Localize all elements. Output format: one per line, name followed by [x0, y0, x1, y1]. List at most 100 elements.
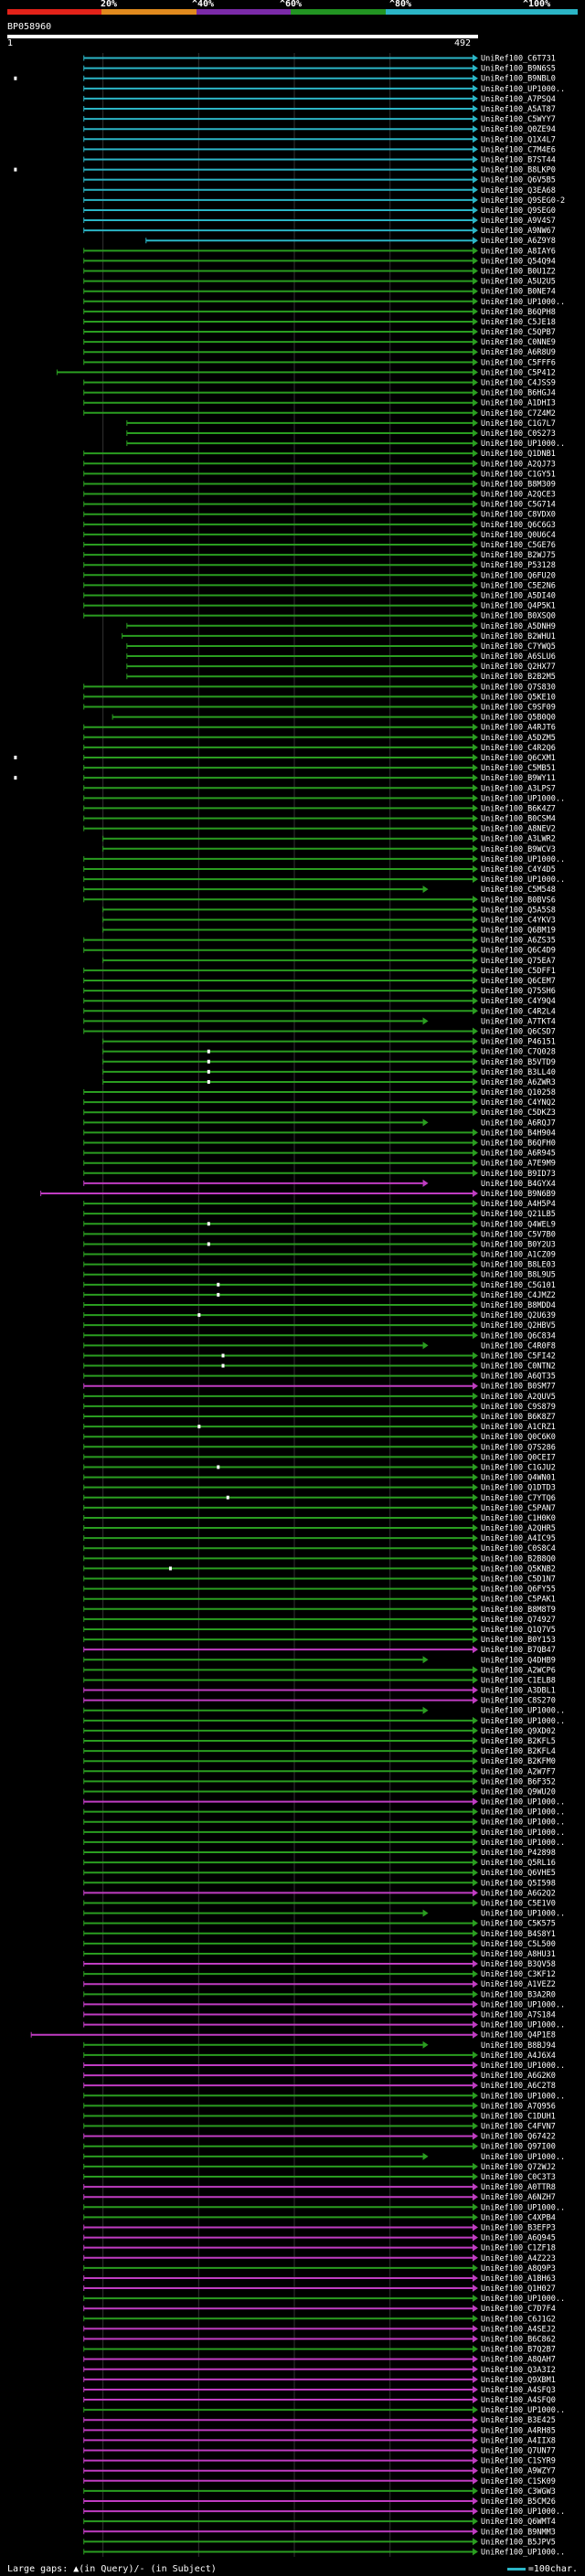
hit-row[interactable]: UniRef100_B2WJ75	[83, 551, 556, 560]
hit-row[interactable]: UniRef100_A1CZ09	[83, 1250, 556, 1260]
hit-label[interactable]: UniRef100_B8MDD4	[481, 1301, 556, 1310]
hit-label[interactable]: UniRef100_A5U2U5	[481, 278, 556, 287]
hit-row[interactable]: UniRef100_C6J1G2	[83, 2315, 556, 2324]
hit-label[interactable]: UniRef100_B0SM77	[481, 1383, 556, 1392]
hit-row[interactable]: UniRef100_B9ID73	[83, 1169, 556, 1179]
hit-row[interactable]: UniRef100_C5MB51	[83, 764, 556, 773]
hit-row[interactable]: UniRef100_A6C2T8	[83, 2082, 556, 2091]
hit-label[interactable]: UniRef100_B8LE03	[481, 1261, 556, 1270]
hit-label[interactable]: UniRef100_C5GE76	[481, 541, 556, 550]
hit-label[interactable]: UniRef100_C4Y4D5	[481, 865, 556, 875]
hit-label[interactable]: UniRef100_C5P412	[481, 368, 556, 377]
hit-row[interactable]: UniRef100_A6SLU6	[126, 652, 556, 662]
hit-row[interactable]: UniRef100_C7YTQ6	[83, 1493, 556, 1503]
hit-label[interactable]: UniRef100_C5E1V0	[481, 1899, 556, 1908]
hit-row[interactable]: UniRef100_C5E1V0	[83, 1899, 556, 1908]
hit-row[interactable]: UniRef100_A7TKT4	[83, 1017, 556, 1026]
hit-row[interactable]: UniRef100_C5JE18	[83, 317, 556, 327]
hit-label[interactable]: UniRef100_C7Q028	[481, 1048, 556, 1057]
hit-label[interactable]: UniRef100_B0Y153	[481, 1636, 556, 1645]
hit-row[interactable]: UniRef100_B0SM77	[83, 1382, 556, 1392]
hit-label[interactable]: UniRef100_C4XPB4	[481, 2213, 556, 2222]
hit-row[interactable]: UniRef100_UP1000..	[83, 1797, 565, 1807]
hit-row[interactable]: UniRef100_A5U2U5	[83, 277, 556, 287]
hit-label[interactable]: UniRef100_A7TKT4	[481, 1017, 556, 1026]
hit-label[interactable]: UniRef100_Q0C6K0	[481, 1433, 556, 1442]
hit-row[interactable]: UniRef100_UP1000..	[83, 794, 565, 803]
hit-row[interactable]: UniRef100_B0XSQ0	[83, 611, 556, 621]
hit-row[interactable]: UniRef100_C5E2N6	[83, 581, 556, 590]
hit-row[interactable]: UniRef100_A7E9M9	[83, 1159, 556, 1169]
hit-label[interactable]: UniRef100_A6G2Q2	[481, 1889, 556, 1898]
hit-label[interactable]: UniRef100_B0XSQ0	[481, 612, 556, 621]
hit-label[interactable]: UniRef100_A1CZ09	[481, 1251, 556, 1260]
hit-label[interactable]: UniRef100_B0U1Z2	[481, 268, 556, 277]
hit-row[interactable]: UniRef100_A6QT35	[83, 1372, 556, 1382]
hit-row[interactable]: UniRef100_A2QCE3	[83, 490, 556, 500]
hit-label[interactable]: UniRef100_C0NTN2	[481, 1362, 556, 1372]
hit-row[interactable]: UniRef100_UP1000..	[83, 2203, 565, 2212]
hit-label[interactable]: UniRef100_A9V4S7	[481, 217, 556, 226]
hit-label[interactable]: UniRef100_Q75EA7	[481, 957, 556, 966]
hit-row[interactable]: UniRef100_Q2HX77	[126, 663, 556, 672]
hit-row[interactable]: UniRef100_P53128	[83, 561, 556, 570]
hit-label[interactable]: UniRef100_A6C2T8	[481, 2082, 556, 2091]
hit-label[interactable]: UniRef100_Q6BM19	[481, 927, 556, 936]
hit-label[interactable]: UniRef100_A9WZY7	[481, 2467, 556, 2476]
hit-row[interactable]: UniRef100_B8LE03	[83, 1260, 556, 1270]
hit-row[interactable]: UniRef100_A2WCP6	[83, 1666, 556, 1675]
hit-row[interactable]: UniRef100_UP1000..	[83, 1818, 565, 1828]
hit-label[interactable]: UniRef100_Q7S286	[481, 1443, 556, 1452]
hit-row[interactable]: UniRef100_Q97I00	[83, 2142, 556, 2152]
hit-label[interactable]: UniRef100_C8VDX0	[481, 511, 556, 520]
hit-label[interactable]: UniRef100_B4GYX4	[481, 1180, 556, 1189]
hit-label[interactable]: UniRef100_Q0U6C4	[481, 531, 556, 540]
hit-label[interactable]: UniRef100_Q9SEG0-2	[481, 196, 565, 206]
hit-row[interactable]: UniRef100_B3A2R0	[83, 1990, 556, 1999]
hit-row[interactable]: UniRef100_Q21LB5	[83, 1210, 556, 1219]
hit-label[interactable]: UniRef100_A4RH85	[481, 2426, 556, 2435]
hit-label[interactable]: UniRef100_A6Z9Y8	[481, 237, 556, 246]
hit-row[interactable]: UniRef100_C3WGW3	[83, 2486, 556, 2496]
hit-row[interactable]: UniRef100_UP1000..	[126, 440, 565, 449]
hit-label[interactable]: UniRef100_C4R2Q6	[481, 744, 556, 753]
hit-row[interactable]: UniRef100_A7S184	[83, 2010, 556, 2020]
hit-label[interactable]: UniRef100_C1ELB8	[481, 1676, 556, 1685]
hit-label[interactable]: UniRef100_C5WYY7	[481, 115, 556, 124]
hit-row[interactable]: UniRef100_Q7UN77	[83, 2446, 556, 2456]
hit-label[interactable]: UniRef100_A1VEZ2	[481, 1980, 556, 1989]
hit-label[interactable]: UniRef100_A2QUV5	[481, 1393, 556, 1402]
hit-label[interactable]: UniRef100_Q6CEM7	[481, 977, 556, 986]
hit-label[interactable]: UniRef100_B6QPH8	[481, 308, 556, 317]
hit-row[interactable]: UniRef100_C4Y4D5	[83, 864, 556, 875]
hit-label[interactable]: UniRef100_Q9SEG0	[481, 207, 556, 216]
hit-row[interactable]: UniRef100_A4RJT6	[83, 723, 556, 733]
hit-label[interactable]: UniRef100_B7Q2B7	[481, 2346, 556, 2355]
hit-row[interactable]: UniRef100_A8Q9P3	[83, 2263, 556, 2274]
hit-label[interactable]: UniRef100_A2WCP6	[481, 1666, 556, 1675]
hit-row[interactable]: UniRef100_A5DZM5	[83, 733, 556, 743]
hit-row[interactable]: UniRef100_B9N6S5	[83, 64, 556, 74]
hit-label[interactable]: UniRef100_A3LWR2	[481, 835, 556, 844]
hit-label[interactable]: UniRef100_B9N6S5	[481, 65, 556, 74]
hit-label[interactable]: UniRef100_C4Y9Q4	[481, 997, 556, 1006]
hit-row[interactable]: UniRef100_C1G7L7	[126, 419, 556, 429]
hit-label[interactable]: UniRef100_UP1000..	[481, 1839, 565, 1848]
hit-label[interactable]: UniRef100_C1GY51	[481, 470, 556, 479]
hit-row[interactable]: UniRef100_C1GJU2	[83, 1463, 556, 1472]
hit-row[interactable]: UniRef100_A6G2K0	[83, 2072, 556, 2081]
hit-label[interactable]: UniRef100_B8M8T9	[481, 1606, 556, 1615]
hit-label[interactable]: UniRef100_P42898	[481, 1849, 556, 1858]
hit-row[interactable]: UniRef100_P42898	[83, 1849, 556, 1858]
hit-label[interactable]: UniRef100_C4R0F8	[481, 1341, 556, 1351]
hit-label[interactable]: UniRef100_B6K4Z7	[481, 804, 556, 813]
hit-row[interactable]: UniRef100_Q7S286	[83, 1443, 556, 1452]
hit-label[interactable]: UniRef100_Q5B0Q0	[481, 714, 556, 723]
hit-label[interactable]: UniRef100_C5M548	[481, 885, 556, 895]
hit-label[interactable]: UniRef100_A6SLU6	[481, 652, 556, 662]
hit-row[interactable]: UniRef100_Q5RL16	[83, 1859, 556, 1868]
hit-row[interactable]: UniRef100_B4S8Y1	[83, 1929, 556, 1939]
hit-label[interactable]: UniRef100_UP1000..	[481, 2092, 565, 2101]
hit-row[interactable]: UniRef100_UP1000..	[83, 1706, 565, 1716]
hit-row[interactable]: UniRef100_UP1000..	[83, 297, 565, 307]
